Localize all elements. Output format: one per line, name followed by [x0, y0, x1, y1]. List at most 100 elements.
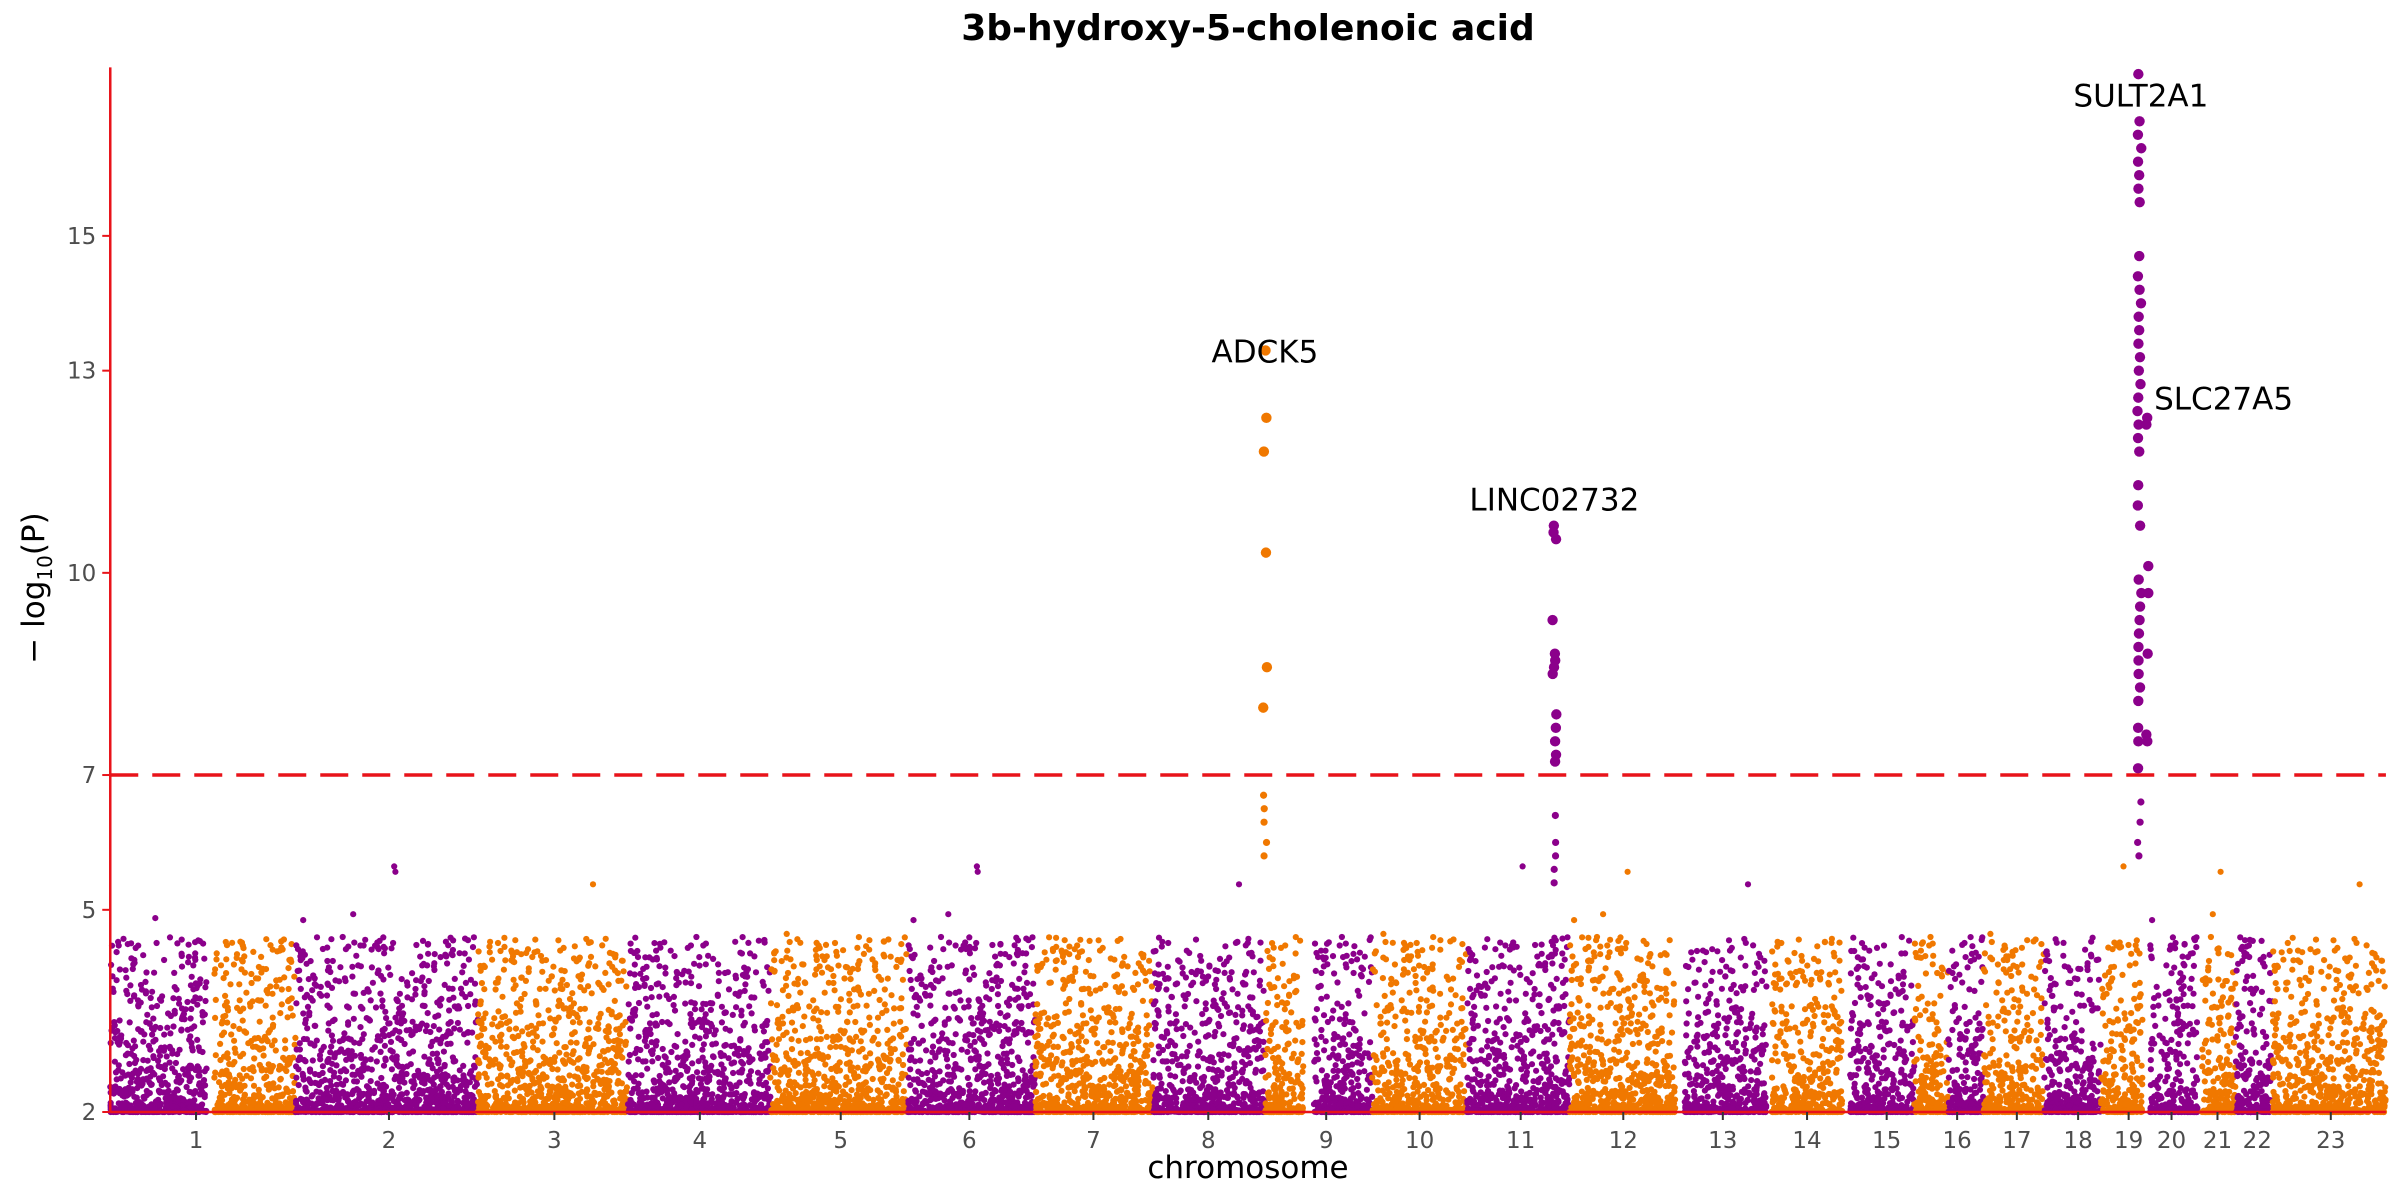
- chromosome-point-group: [1980, 930, 2047, 1116]
- peak-point: [2133, 480, 2144, 491]
- y-axis-label-subscript: 10: [33, 555, 57, 580]
- peak-point: [2133, 641, 2144, 653]
- peak-point: [2134, 601, 2146, 612]
- peak-point: [1550, 722, 1562, 734]
- chromosome-point-group: [2232, 934, 2276, 1116]
- chromosome-point-group: [2098, 863, 2146, 1116]
- chromosome-point-group: [211, 936, 299, 1116]
- peak-point: [1260, 818, 1268, 826]
- peak-point: [2133, 365, 2145, 376]
- peak-slc27a5: [2141, 412, 2154, 747]
- peak-point: [2143, 560, 2154, 572]
- chromosome-point-group: [1768, 935, 1846, 1116]
- x-tick-label: 4: [693, 1128, 708, 1154]
- chromosome-point-group: [1945, 934, 1987, 1116]
- peak-point: [1551, 709, 1562, 720]
- x-tick-label: 17: [2002, 1128, 2031, 1154]
- peak-point: [2133, 655, 2144, 666]
- y-tick-label: 5: [82, 898, 97, 924]
- peaks-layer: [1258, 68, 2154, 887]
- x-axis-label: chromosome: [1147, 1150, 1348, 1186]
- peak-point: [2133, 68, 2144, 80]
- peak-point: [2134, 116, 2145, 127]
- peak-point: [2133, 392, 2144, 403]
- peak-point: [1260, 852, 1268, 860]
- chromosome-point-group: [2269, 881, 2389, 1116]
- chromosome-point-group: [625, 933, 774, 1116]
- chromosome-point-group: [2041, 934, 2104, 1116]
- chromosome-point-group: [474, 881, 631, 1116]
- annotation-slc27a5: SLC27A5: [2154, 382, 2293, 418]
- peak-point: [2133, 170, 2145, 181]
- chromosome-point-group: [1464, 863, 1573, 1116]
- peak-point: [2142, 648, 2153, 659]
- peak-point: [2134, 682, 2146, 693]
- x-tick-label: 21: [2203, 1128, 2232, 1154]
- x-tick-label: 5: [833, 1128, 848, 1154]
- peak-point: [2136, 143, 2147, 154]
- chromosome-point-group: [2199, 868, 2239, 1116]
- x-tick-label: 11: [1506, 1128, 1535, 1154]
- x-tick-label: 19: [2114, 1128, 2143, 1154]
- y-tick-label: 15: [67, 224, 96, 250]
- y-axis-label: − log10(P): [16, 512, 57, 663]
- x-tick-label: 2: [382, 1128, 397, 1154]
- peak-point: [2133, 183, 2144, 194]
- peak-point: [2135, 298, 2147, 309]
- peak-point: [2133, 338, 2144, 349]
- peak-point: [2132, 405, 2143, 417]
- peak-point: [2133, 325, 2145, 336]
- peak-point: [2132, 500, 2144, 511]
- peak-point: [1550, 865, 1558, 873]
- x-tick-label: 6: [962, 1128, 977, 1154]
- chromosome-point-group: [1032, 934, 1156, 1116]
- x-tick-label: 10: [1405, 1128, 1434, 1154]
- chromosome-point-group: [1911, 933, 1951, 1116]
- peak-point: [2134, 614, 2145, 626]
- annotation-sult2a1: SULT2A1: [2073, 78, 2208, 114]
- peak-point: [2133, 311, 2144, 322]
- peak-point: [2133, 668, 2144, 680]
- x-tick-label: 14: [1792, 1128, 1821, 1154]
- peak-linc02732: [1547, 520, 1562, 887]
- x-ticks: 1 2 3 4 5 6 7 8 9 10 11 12 13 14 15 16 17 18 19 20 21 22 23: [189, 1112, 2345, 1154]
- peak-point: [2134, 838, 2142, 847]
- x-tick-label: 20: [2157, 1128, 2186, 1154]
- peak-point: [1258, 446, 1270, 457]
- peak-point: [1549, 736, 1561, 747]
- peak-point: [2133, 628, 2145, 639]
- peak-point: [2136, 818, 2144, 826]
- chromosome-point-group: [1681, 881, 1770, 1116]
- chromosome-point-group: [1310, 933, 1376, 1116]
- x-tick-label: 13: [1708, 1128, 1737, 1154]
- peak-point: [1551, 852, 1560, 860]
- peak-point: [2135, 378, 2146, 390]
- peak-point: [2137, 798, 2145, 806]
- chromosome-point-group: [905, 863, 1039, 1116]
- peak-point: [2133, 419, 2144, 430]
- peak-point: [1550, 879, 1558, 887]
- peak-point: [2132, 722, 2144, 734]
- peak-point: [1549, 756, 1561, 767]
- x-tick-label: 8: [1201, 1128, 1216, 1154]
- peak-point: [2133, 736, 2144, 747]
- peak-adck5: [1258, 345, 1273, 860]
- peak-sult2a1: [2132, 68, 2147, 860]
- chromosome-point-group: [1262, 934, 1307, 1116]
- peak-point: [2133, 574, 2144, 585]
- peak-point: [2143, 587, 2154, 599]
- peak-point: [2134, 446, 2145, 457]
- chromosome-point-group: [1150, 881, 1268, 1116]
- peak-point: [2132, 432, 2144, 444]
- y-tick-label: 7: [82, 763, 97, 789]
- chromosome-point-group: [1369, 930, 1470, 1116]
- chromosome-point-group: [2147, 917, 2201, 1116]
- x-tick-label: 16: [1942, 1128, 1971, 1154]
- peak-point: [2132, 271, 2144, 282]
- peak-point: [2133, 695, 2144, 707]
- annotations: ADCK5 LINC02732 SULT2A1 SLC27A5: [1212, 78, 2294, 518]
- y-axis-label-tail: (P): [16, 512, 52, 555]
- peak-point: [1262, 838, 1271, 847]
- peak-point: [2132, 763, 2144, 774]
